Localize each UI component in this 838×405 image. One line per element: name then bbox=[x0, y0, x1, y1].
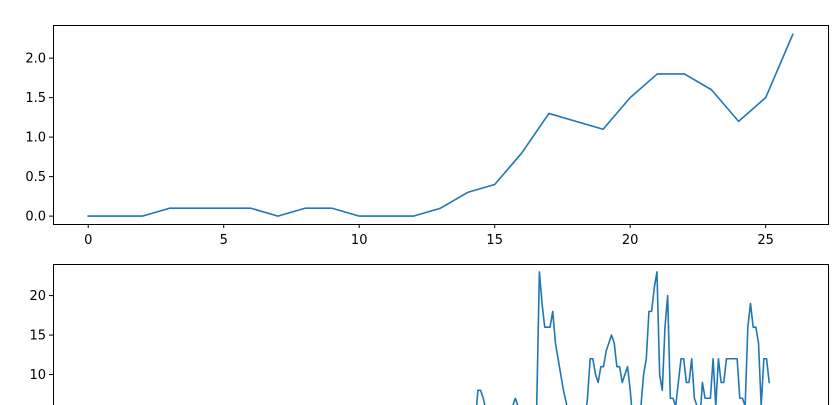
chart2-ytick-label: 15 bbox=[29, 329, 46, 344]
chart1-xtick-label: 20 bbox=[622, 233, 639, 248]
chart1-ytick-label: 1.5 bbox=[25, 91, 46, 106]
chart1-xtick-label: 15 bbox=[486, 233, 503, 248]
chart1-ytick-label: 2.0 bbox=[25, 52, 46, 67]
chart1-xtick-label: 10 bbox=[351, 233, 368, 248]
chart1-axes-frame bbox=[53, 25, 829, 225]
chart2-ytick-label: 10 bbox=[29, 368, 46, 383]
chart2-axes-frame bbox=[53, 264, 829, 405]
chart1-xtick-label: 5 bbox=[220, 233, 228, 248]
chart-top: 0.0 0.5 1.0 1.5 2.0 0 5 10 15 20 25 bbox=[25, 25, 829, 248]
chart1-xtick-label: 25 bbox=[757, 233, 774, 248]
chart2-series-line bbox=[475, 271, 771, 405]
chart1-ytick-label: 0.0 bbox=[25, 210, 46, 225]
chart1-series-line bbox=[87, 33, 794, 217]
chart1-ytick-label: 1.0 bbox=[25, 131, 46, 146]
chart-bottom: 10 15 20 bbox=[29, 264, 829, 405]
chart1-ytick-label: 0.5 bbox=[25, 170, 46, 185]
chart2-ytick-label: 20 bbox=[29, 289, 46, 304]
chart1-xtick-label: 0 bbox=[84, 233, 92, 248]
